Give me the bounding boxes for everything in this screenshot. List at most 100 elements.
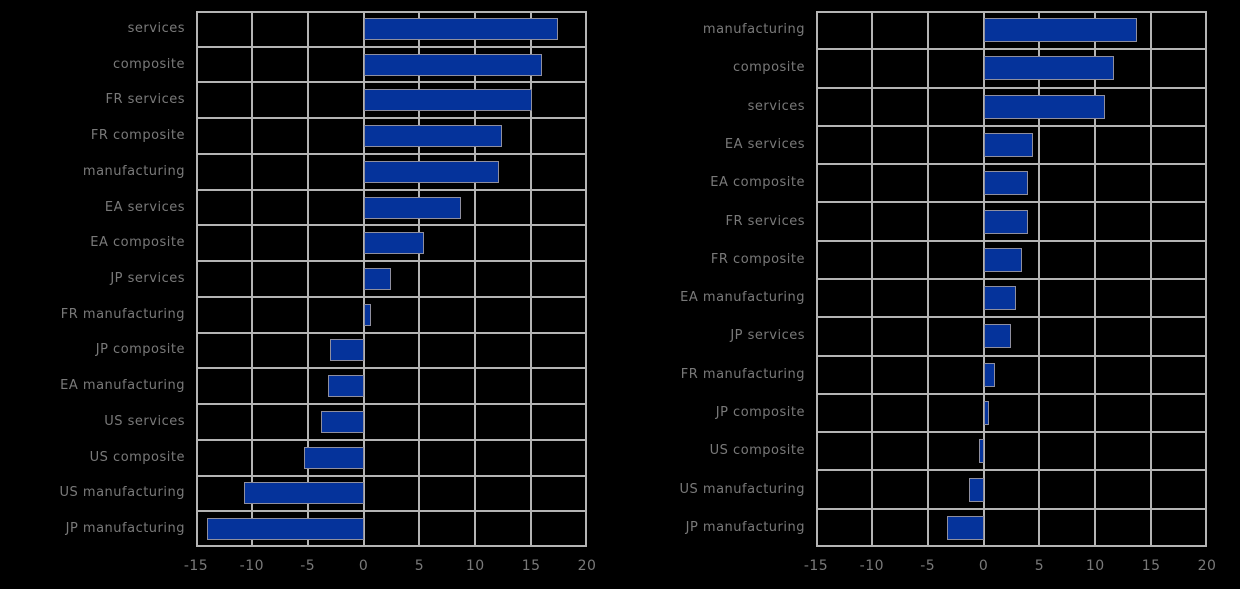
category-label: JP services [110, 271, 185, 286]
category-label: FR services [105, 92, 185, 108]
bar [983, 133, 1033, 157]
x-tick-label: -15 [803, 558, 829, 574]
x-tick-label: -5 [920, 558, 936, 574]
category-label: FR composite [710, 251, 805, 267]
category-label: EA composite [90, 235, 185, 251]
x-tick-label: 0 [978, 558, 989, 574]
category-label: EA manufacturing [60, 378, 185, 394]
x-gridline [306, 11, 309, 547]
y-gridline [196, 403, 587, 406]
bar [983, 209, 1029, 234]
x-tick-label: 0 [358, 558, 369, 574]
category-label: services [747, 98, 805, 114]
bar [983, 401, 990, 425]
category-label: US composite [709, 443, 805, 459]
y-gridline [196, 331, 587, 334]
y-gridline [816, 239, 1207, 242]
x-tick-label: 10 [1085, 558, 1105, 574]
x-gridline [418, 11, 421, 547]
category-label: JP manufacturing [685, 519, 805, 535]
y-gridline [196, 152, 587, 155]
x-tick-label: -15 [183, 558, 209, 574]
bar [983, 247, 1022, 272]
y-gridline [816, 507, 1207, 510]
y-gridline [816, 163, 1207, 166]
category-label: US manufacturing [679, 481, 805, 497]
category-label: composite [733, 60, 805, 76]
bar [983, 18, 1137, 43]
y-gridline [816, 278, 1207, 280]
category-label: US manufacturing [59, 485, 185, 501]
y-gridline [196, 474, 587, 477]
category-label: manufacturing [702, 22, 805, 38]
x-gridline [530, 11, 533, 547]
bar [363, 125, 503, 148]
bar [363, 53, 543, 76]
bar [983, 171, 1029, 196]
bar [244, 482, 364, 505]
category-label: services [127, 20, 185, 36]
y-gridline [816, 354, 1207, 357]
y-gridline [816, 48, 1207, 51]
y-gridline [816, 316, 1207, 319]
category-label: US services [104, 413, 185, 429]
bar [363, 232, 424, 255]
y-gridline [816, 86, 1207, 89]
bar [363, 196, 461, 219]
y-gridline [196, 438, 587, 441]
bar [983, 56, 1115, 81]
y-gridline [196, 510, 587, 513]
x-tick-label: 15 [1141, 558, 1161, 574]
category-label: EA services [104, 199, 185, 215]
category-label: JP manufacturing [65, 521, 185, 537]
bar [969, 477, 984, 502]
bar [946, 515, 984, 540]
x-tick-label: 20 [577, 558, 597, 574]
x-tick-label: -5 [300, 558, 316, 574]
bar [327, 375, 364, 398]
x-tick-label: -10 [239, 558, 265, 574]
bar [983, 286, 1016, 311]
category-label: FR manufacturing [680, 366, 805, 382]
category-label: US composite [89, 449, 185, 465]
bar [363, 303, 372, 326]
category-label: FR composite [90, 128, 185, 144]
bar [363, 160, 499, 183]
y-gridline [196, 45, 587, 48]
x-gridline [250, 11, 253, 547]
bar [363, 89, 533, 112]
bar [363, 268, 392, 290]
category-label: FR services [725, 213, 805, 229]
category-label: JP composite [95, 342, 185, 358]
bar [983, 362, 995, 387]
bar [983, 324, 1012, 349]
x-tick-label: 20 [1197, 558, 1217, 574]
y-gridline [816, 201, 1207, 204]
x-tick-label: 5 [1034, 558, 1045, 574]
category-label: EA services [724, 137, 805, 152]
bar [304, 446, 364, 469]
bar [983, 94, 1106, 119]
bar [363, 17, 558, 40]
y-gridline [816, 392, 1207, 395]
y-gridline [196, 260, 587, 263]
category-label: EA composite [710, 175, 805, 191]
x-tick-label: -10 [859, 558, 885, 574]
category-label: composite [113, 56, 185, 72]
category-label: JP services [730, 328, 805, 344]
y-gridline [196, 295, 587, 298]
x-gridline [474, 11, 477, 547]
bar [207, 518, 364, 541]
y-gridline [816, 124, 1207, 127]
category-label: manufacturing [82, 163, 185, 179]
y-gridline [196, 188, 587, 191]
x-tick-label: 10 [465, 558, 485, 574]
y-gridline [816, 431, 1207, 434]
bar [330, 339, 364, 362]
category-label: EA manufacturing [680, 290, 805, 306]
category-label: JP composite [715, 405, 805, 420]
y-gridline [196, 367, 587, 370]
bar [979, 439, 984, 464]
x-tick-label: 5 [414, 558, 425, 574]
